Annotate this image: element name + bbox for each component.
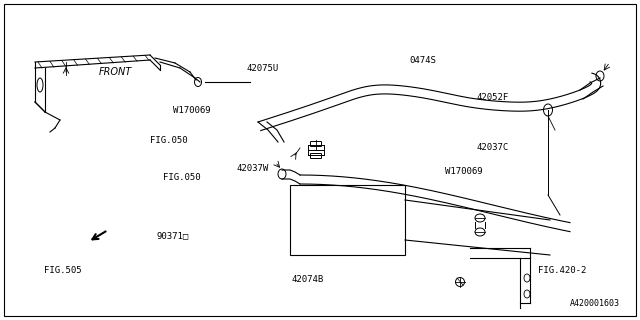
Text: 90371□: 90371□	[157, 232, 189, 241]
Text: FIG.505: FIG.505	[44, 266, 81, 275]
Text: FIG.050: FIG.050	[150, 136, 188, 145]
Text: 0474S: 0474S	[410, 56, 436, 65]
Text: FIG.420-2: FIG.420-2	[538, 266, 586, 275]
Text: 42037W: 42037W	[237, 164, 269, 173]
Text: 42037C: 42037C	[477, 143, 509, 152]
Text: 42052F: 42052F	[477, 93, 509, 102]
Text: W170069: W170069	[445, 167, 483, 176]
Text: W170069: W170069	[173, 106, 211, 115]
Text: 42074B: 42074B	[291, 276, 323, 284]
Text: A420001603: A420001603	[570, 299, 620, 308]
Text: FIG.050: FIG.050	[163, 173, 201, 182]
Text: 42075U: 42075U	[246, 64, 278, 73]
Bar	[290, 185, 405, 255]
Text: FRONT: FRONT	[99, 67, 132, 77]
